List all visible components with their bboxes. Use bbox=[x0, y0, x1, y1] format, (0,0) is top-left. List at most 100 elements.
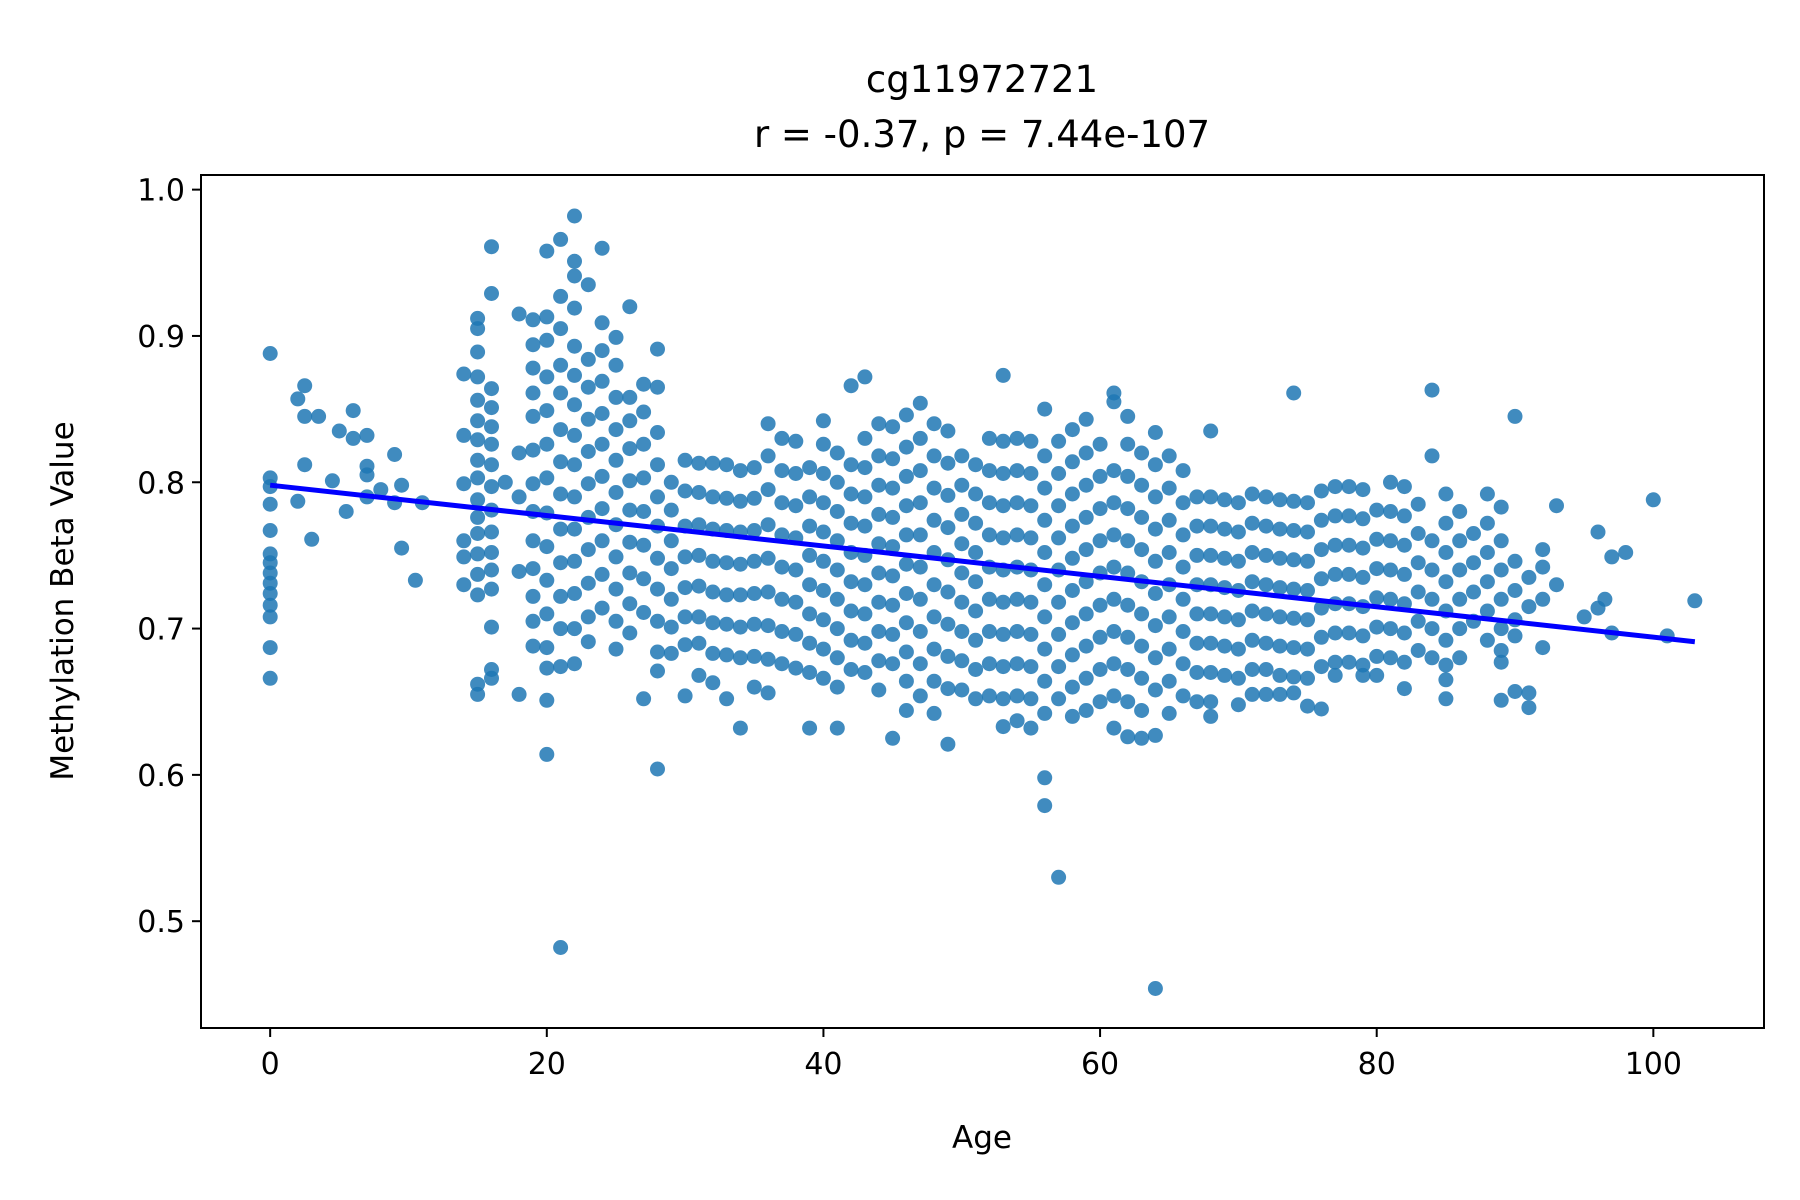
data-point bbox=[968, 486, 984, 502]
chart-title: cg11972721 bbox=[866, 58, 1098, 101]
data-point bbox=[1175, 495, 1191, 511]
data-point bbox=[1493, 643, 1509, 658]
data-point bbox=[940, 487, 956, 503]
data-point bbox=[1106, 559, 1122, 575]
data-point bbox=[926, 480, 942, 496]
data-point bbox=[456, 577, 472, 593]
data-point bbox=[580, 411, 596, 427]
data-point bbox=[1106, 527, 1122, 543]
data-point bbox=[1272, 638, 1288, 654]
data-point bbox=[1355, 657, 1371, 673]
data-point bbox=[484, 670, 499, 686]
data-point bbox=[898, 468, 914, 484]
data-point bbox=[636, 376, 652, 392]
data-point bbox=[1286, 610, 1302, 626]
data-point bbox=[857, 518, 873, 534]
data-point bbox=[760, 651, 776, 667]
data-point bbox=[1507, 684, 1523, 699]
data-point bbox=[539, 470, 555, 486]
data-point bbox=[608, 329, 624, 345]
data-point bbox=[650, 644, 665, 660]
data-point bbox=[829, 650, 845, 666]
data-point bbox=[1230, 641, 1246, 657]
data-point bbox=[650, 613, 665, 629]
data-point bbox=[567, 300, 582, 316]
data-point bbox=[580, 609, 596, 625]
data-point bbox=[940, 648, 956, 664]
data-point bbox=[594, 600, 610, 616]
data-point bbox=[1313, 701, 1329, 717]
data-point bbox=[788, 466, 804, 481]
data-point bbox=[1258, 547, 1274, 563]
data-point bbox=[1009, 495, 1025, 511]
data-point bbox=[1134, 606, 1150, 622]
data-point bbox=[1369, 619, 1385, 635]
data-point bbox=[802, 547, 818, 563]
data-point bbox=[1258, 577, 1274, 593]
data-point bbox=[857, 606, 873, 622]
data-point bbox=[1272, 667, 1288, 683]
data-point bbox=[1203, 635, 1219, 651]
data-point bbox=[1106, 495, 1122, 511]
data-point bbox=[1535, 591, 1551, 607]
data-point bbox=[1327, 537, 1343, 553]
data-point bbox=[650, 379, 665, 395]
data-point bbox=[1286, 552, 1302, 568]
data-point bbox=[1369, 561, 1385, 577]
data-point bbox=[1023, 530, 1039, 546]
data-point bbox=[470, 344, 486, 360]
data-point bbox=[843, 378, 859, 394]
data-point bbox=[802, 665, 818, 680]
data-point bbox=[636, 404, 652, 420]
y-axis-ticks: 0.5 0.6 0.7 0.8 0.9 1.0 bbox=[137, 174, 201, 940]
data-point bbox=[1383, 504, 1398, 519]
data-point bbox=[553, 940, 569, 955]
data-point bbox=[1106, 394, 1122, 410]
data-point bbox=[387, 447, 403, 462]
data-point bbox=[456, 427, 472, 443]
data-point bbox=[885, 730, 901, 746]
data-point bbox=[885, 451, 901, 467]
data-point bbox=[1009, 463, 1025, 479]
data-point bbox=[1023, 720, 1039, 736]
data-point bbox=[470, 526, 486, 541]
data-point bbox=[1023, 466, 1039, 481]
data-point bbox=[1009, 591, 1025, 607]
data-point bbox=[1244, 515, 1260, 531]
data-point bbox=[912, 559, 928, 575]
data-point bbox=[525, 442, 541, 458]
y-tick-label: 0.9 bbox=[137, 320, 185, 355]
data-point bbox=[871, 682, 887, 698]
data-point bbox=[1507, 408, 1523, 424]
data-point bbox=[995, 530, 1011, 546]
data-point bbox=[802, 518, 818, 534]
data-point bbox=[760, 618, 776, 634]
data-point bbox=[1300, 495, 1315, 511]
data-point bbox=[912, 395, 928, 411]
data-point bbox=[1493, 533, 1509, 549]
data-point bbox=[1355, 540, 1371, 556]
data-point bbox=[1009, 688, 1025, 704]
data-point bbox=[926, 416, 942, 432]
data-point bbox=[553, 659, 569, 675]
data-point bbox=[1134, 509, 1150, 525]
data-point bbox=[553, 486, 569, 502]
data-point bbox=[1009, 713, 1025, 729]
data-point bbox=[297, 457, 313, 473]
data-point bbox=[567, 586, 582, 601]
data-point bbox=[1147, 650, 1163, 666]
data-point bbox=[1161, 480, 1177, 496]
data-point bbox=[954, 565, 970, 581]
data-point bbox=[885, 509, 901, 525]
data-point bbox=[311, 408, 327, 424]
data-point bbox=[940, 455, 956, 471]
chart-subtitle: r = -0.37, p = 7.44e-107 bbox=[754, 113, 1210, 156]
data-point bbox=[1383, 562, 1398, 578]
data-point bbox=[1286, 523, 1302, 538]
data-point bbox=[940, 423, 956, 439]
data-point bbox=[885, 626, 901, 642]
data-point bbox=[580, 476, 596, 492]
data-point bbox=[1438, 691, 1454, 707]
data-point bbox=[1300, 612, 1315, 628]
data-point bbox=[290, 391, 306, 407]
